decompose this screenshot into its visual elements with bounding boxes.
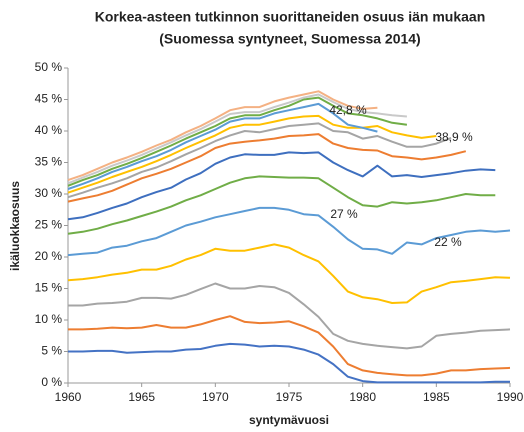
series-line [67,114,437,194]
series-line [67,151,496,221]
x-axis-label: syntymävuosi [249,413,329,427]
y-tick-label: 25 % [35,218,63,232]
x-tick-label: 1980 [349,390,376,404]
series-line [67,243,511,304]
y-tick-label: 45 % [35,92,63,106]
x-tick-label: 1965 [128,390,155,404]
x-tick-label: 1960 [55,390,82,404]
series-line [67,133,467,203]
y-tick-label: 0 % [41,375,62,389]
x-tick-label: 1970 [202,390,229,404]
y-tick-label: 15 % [35,281,63,295]
annotation: 27 % [330,207,358,221]
chart-title: Korkea-asteen tutkinnon suorittaneiden o… [95,9,486,25]
series-line [67,175,496,235]
y-tick-label: 50 % [35,60,63,74]
y-tick-label: 30 % [35,186,63,200]
annotation: 38,9 % [435,130,473,144]
y-tick-label: 20 % [35,249,63,263]
series-line [68,342,510,384]
annotation: 42,8 % [329,103,367,117]
series-line [67,90,378,182]
chart-subtitle: (Suomessa syntyneet, Suomessa 2014) [159,31,420,47]
y-axis-label: ikäluokkaosuus [8,181,22,271]
series-line [67,122,452,199]
annotation: 22 % [434,235,462,249]
y-tick-label: 40 % [35,123,63,137]
series-line [67,93,407,185]
series-line [67,96,408,187]
x-tick-label: 1975 [276,390,303,404]
y-tick-label: 10 % [35,312,63,326]
x-tick-label: 1990 [497,390,524,404]
series-line [68,282,511,350]
x-tick-label: 1985 [423,390,450,404]
series-line [67,206,511,257]
series-line [67,102,378,190]
y-tick-label: 5 % [41,344,62,358]
y-tick-label: 35 % [35,155,63,169]
series-line [68,315,511,377]
